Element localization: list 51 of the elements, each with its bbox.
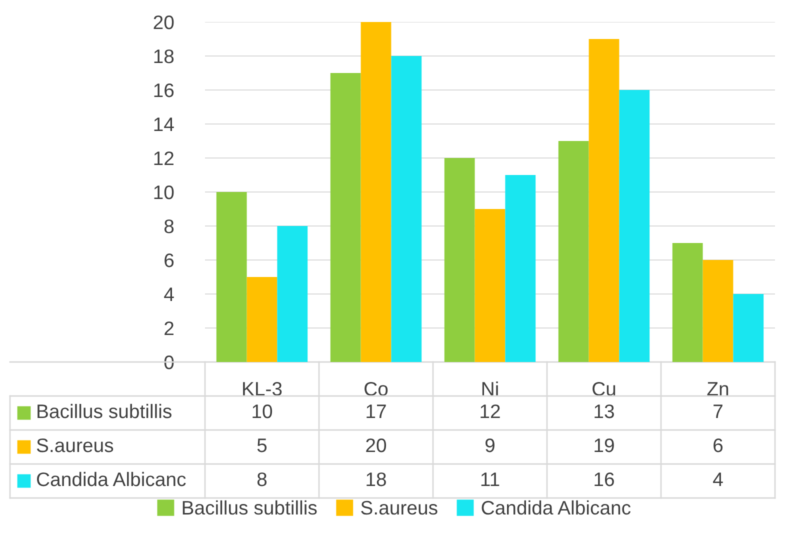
data-label: 4 (713, 472, 723, 486)
data-label: 6 (714, 438, 723, 452)
bar (391, 56, 422, 362)
bar (330, 73, 361, 362)
y-tick-label: 18 (154, 49, 174, 64)
bar (619, 90, 650, 362)
data-label: 19 (594, 438, 614, 452)
y-tick-label: 10 (154, 185, 174, 200)
data-label: 11 (481, 472, 500, 486)
legend-label: Candida Albicanc (482, 500, 631, 515)
data-label: 8 (257, 472, 267, 486)
bar (216, 192, 247, 362)
y-tick-label: 14 (154, 118, 174, 132)
data-label: 20 (366, 438, 386, 452)
text: S.aureus (36, 438, 114, 452)
y-tick-label: 6 (164, 253, 174, 268)
data-label: 13 (594, 404, 614, 418)
x-tick-label: Ni (482, 381, 498, 396)
y-tick-label: 2 (164, 321, 174, 336)
x-tick-label: Zn (707, 382, 728, 396)
bar (474, 209, 506, 362)
x-tick-label: KL-3 (243, 382, 282, 396)
data-label: 17 (366, 404, 386, 418)
text: Candida Albicanc (36, 472, 186, 486)
data-label: 9 (486, 438, 494, 452)
data-label: 16 (594, 472, 614, 486)
data-label: 12 (480, 404, 500, 418)
x-tick-label: Co (364, 382, 388, 396)
bar (277, 226, 308, 362)
y-tick-label: 16 (154, 83, 174, 98)
data-label: 10 (252, 404, 272, 418)
bar (733, 294, 764, 362)
data-label: 5 (257, 438, 267, 452)
x-tick-label: Cu (592, 382, 616, 396)
y-tick-label: 20 (154, 15, 174, 30)
bar (558, 141, 589, 362)
bar (588, 39, 620, 362)
bar (360, 22, 392, 362)
text: Bacillus subtillis (182, 500, 317, 515)
y-tick-label: 8 (164, 219, 174, 234)
y-tick-label: 12 (154, 151, 174, 166)
bar (444, 158, 475, 362)
y-tick-label: 4 (164, 288, 174, 302)
legend-label: Bacillus subtillis (38, 404, 172, 418)
bar (672, 243, 703, 362)
legend-label: S.aureus (361, 500, 438, 515)
data-label: 7 (714, 404, 722, 418)
bar (505, 175, 536, 362)
bar (702, 260, 734, 362)
data-label: 18 (366, 472, 386, 486)
bar (246, 277, 278, 362)
